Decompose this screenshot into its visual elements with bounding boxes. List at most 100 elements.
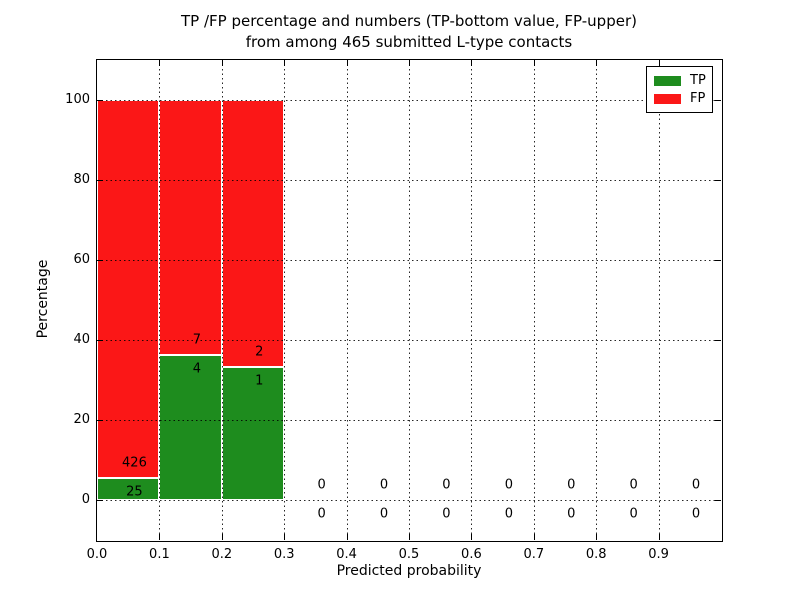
tick-mark xyxy=(159,60,161,66)
tick-mark xyxy=(97,260,103,261)
y-tick-label: 20 xyxy=(73,412,90,427)
tp-count-label: 0 xyxy=(317,506,326,522)
x-tick-label: 0.8 xyxy=(585,547,607,562)
tick-mark xyxy=(221,534,223,540)
x-tick-label: 0.4 xyxy=(336,547,357,562)
tick-mark xyxy=(533,60,535,66)
legend-label-tp: TP xyxy=(690,73,706,88)
tick-mark xyxy=(715,100,721,101)
gridline-vertical xyxy=(159,60,161,540)
fp-count-label: 0 xyxy=(629,477,638,493)
gridline-vertical xyxy=(409,60,410,540)
fp-count-label: 0 xyxy=(379,477,389,493)
x-tick-label: 0.1 xyxy=(149,547,170,562)
x-tick-label: 0.6 xyxy=(461,547,482,562)
tick-mark xyxy=(715,340,721,341)
y-tick-label: 40 xyxy=(73,332,90,347)
gridline-vertical xyxy=(221,60,223,540)
bar-segment-tp xyxy=(159,354,222,500)
tick-mark xyxy=(346,60,348,66)
fp-color-swatch xyxy=(654,93,681,104)
tp-count-label: 25 xyxy=(126,484,143,500)
tick-mark xyxy=(97,100,103,101)
plot-area: TP FP 426 25 7 4 2 1 0 0 0 0 0 0 0 0 0 0 0 0 0 0 xyxy=(95,58,723,542)
tick-mark xyxy=(97,340,103,341)
x-tick-label: 0.0 xyxy=(86,547,108,562)
tp-count-label: 0 xyxy=(629,506,638,522)
tick-mark xyxy=(409,534,410,540)
tick-mark xyxy=(221,60,223,66)
bar-segment-fp xyxy=(221,100,285,367)
tick-mark xyxy=(658,60,660,66)
gridline-vertical xyxy=(284,60,286,540)
tick-mark xyxy=(97,420,103,421)
tp-count-label: 0 xyxy=(567,506,576,522)
fp-count-label: 0 xyxy=(504,477,513,493)
x-tick-label: 0.2 xyxy=(211,547,233,562)
x-axis-label: Predicted probability xyxy=(336,563,482,579)
y-tick-label: 80 xyxy=(73,172,90,187)
tp-count-label: 0 xyxy=(379,506,389,522)
tick-mark xyxy=(471,60,473,66)
legend-item-fp: FP xyxy=(654,92,712,105)
fp-count-label: 0 xyxy=(442,477,451,493)
bar-segment-fp xyxy=(159,100,222,355)
x-tick-label: 0.9 xyxy=(648,547,669,562)
gridline-vertical xyxy=(596,60,598,540)
gridline-horizontal xyxy=(97,500,721,501)
legend: TP FP xyxy=(646,66,713,113)
y-tick-label: 100 xyxy=(65,92,90,107)
fp-count-label: 426 xyxy=(122,455,147,471)
tick-mark xyxy=(715,180,721,181)
bar-segment-tp xyxy=(97,477,160,500)
x-tick-label: 0.5 xyxy=(398,547,420,562)
gridline-horizontal xyxy=(97,340,721,341)
x-tick-label: 0.3 xyxy=(273,547,295,562)
tp-count-label: 0 xyxy=(442,506,451,522)
tick-mark xyxy=(715,500,721,501)
tick-mark xyxy=(533,534,535,540)
tick-mark xyxy=(596,534,598,540)
gridline-vertical xyxy=(658,60,660,540)
tp-count-label: 0 xyxy=(504,506,513,522)
tp-count-label: 1 xyxy=(255,373,264,389)
legend-item-tp: TP xyxy=(654,74,712,87)
bar-segment-tp xyxy=(221,366,285,500)
gridline-vertical xyxy=(533,60,535,540)
tick-mark xyxy=(97,500,103,501)
gridline-vertical xyxy=(471,60,473,540)
chart-title-line2: from among 465 submitted L-type contacts xyxy=(245,33,573,51)
tick-mark xyxy=(346,534,348,540)
tp-color-swatch xyxy=(654,75,681,86)
fp-count-label: 0 xyxy=(567,477,576,493)
tp-count-label: 4 xyxy=(192,361,201,377)
chart-title-line1: TP /FP percentage and numbers (TP-bottom… xyxy=(181,12,637,30)
fp-count-label: 0 xyxy=(691,477,701,493)
y-tick-label: 60 xyxy=(73,252,90,267)
gridline-vertical xyxy=(346,60,348,540)
fp-count-label: 7 xyxy=(192,332,201,348)
fp-count-label: 2 xyxy=(255,344,264,360)
tick-mark xyxy=(159,534,161,540)
gridline-horizontal xyxy=(97,260,721,261)
tick-mark xyxy=(715,420,721,421)
bar-segment-fp xyxy=(97,100,160,478)
tick-mark xyxy=(97,180,103,181)
tp-count-label: 0 xyxy=(691,506,701,522)
tick-mark xyxy=(596,60,598,66)
chart-title: TP /FP percentage and numbers (TP-bottom… xyxy=(97,11,721,53)
gridline-horizontal xyxy=(97,420,721,421)
tick-mark xyxy=(284,60,286,66)
tick-mark xyxy=(284,534,286,540)
fp-count-label: 0 xyxy=(317,477,326,493)
tick-mark xyxy=(409,60,410,66)
tick-mark xyxy=(715,260,721,261)
y-axis-label: Percentage xyxy=(35,259,51,339)
legend-label-fp: FP xyxy=(690,91,706,106)
x-tick-label: 0.7 xyxy=(523,547,545,562)
tick-mark xyxy=(658,534,660,540)
gridline-horizontal xyxy=(97,100,721,101)
gridline-horizontal xyxy=(97,180,721,181)
y-tick-label: 0 xyxy=(81,492,90,507)
